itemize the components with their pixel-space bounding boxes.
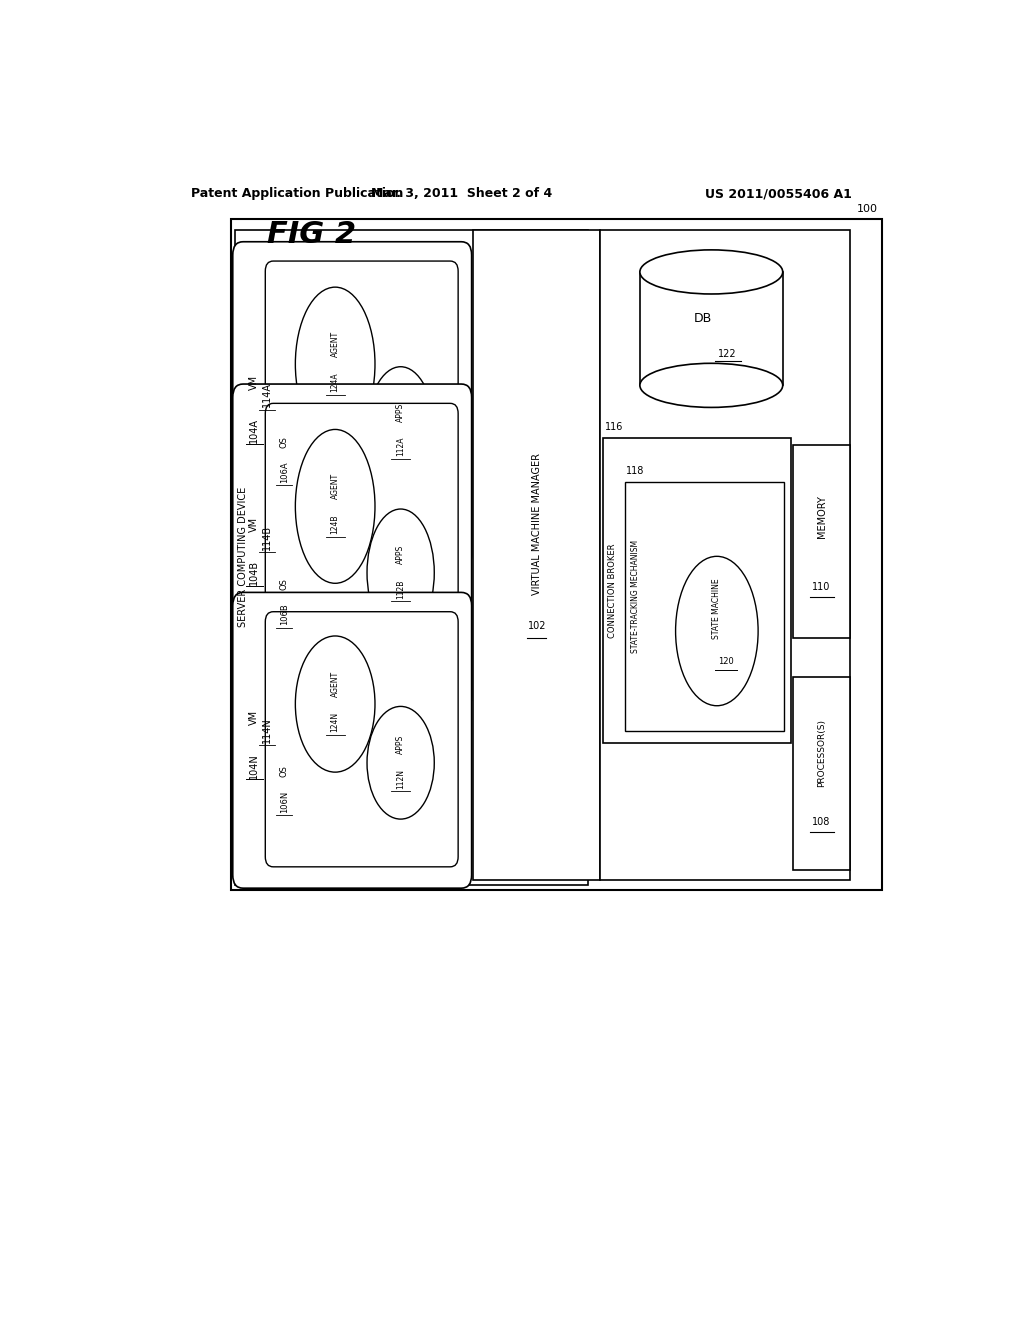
FancyBboxPatch shape: [625, 482, 783, 731]
FancyBboxPatch shape: [265, 611, 458, 867]
Text: CONNECTION BROKER: CONNECTION BROKER: [608, 543, 617, 638]
Text: SERVER COMPUTING DEVICE: SERVER COMPUTING DEVICE: [238, 487, 248, 627]
Ellipse shape: [640, 249, 782, 294]
Text: 110: 110: [812, 582, 830, 593]
Text: 106B: 106B: [280, 603, 289, 626]
Text: 124B: 124B: [331, 515, 340, 535]
Ellipse shape: [295, 288, 375, 441]
Text: 106A: 106A: [280, 462, 289, 483]
Text: 100: 100: [857, 205, 878, 214]
Text: DB: DB: [694, 312, 713, 325]
FancyBboxPatch shape: [265, 261, 458, 546]
Text: APPS: APPS: [396, 735, 406, 754]
Text: MEMORY: MEMORY: [816, 495, 826, 537]
FancyBboxPatch shape: [231, 219, 882, 890]
FancyBboxPatch shape: [473, 230, 600, 880]
Text: OS: OS: [280, 436, 289, 447]
Text: 102: 102: [527, 620, 546, 631]
Text: 104A: 104A: [249, 418, 259, 442]
Ellipse shape: [295, 636, 375, 772]
Text: Mar. 3, 2011  Sheet 2 of 4: Mar. 3, 2011 Sheet 2 of 4: [371, 187, 552, 201]
Text: 122: 122: [718, 348, 736, 359]
Text: 104N: 104N: [249, 752, 259, 779]
Text: VM: VM: [249, 710, 259, 726]
Text: 114N: 114N: [262, 717, 272, 743]
FancyBboxPatch shape: [232, 593, 472, 888]
Text: 112A: 112A: [396, 437, 406, 457]
FancyBboxPatch shape: [265, 404, 458, 689]
FancyBboxPatch shape: [232, 242, 472, 568]
Text: 120: 120: [719, 657, 734, 667]
Text: 114B: 114B: [262, 524, 272, 549]
Text: OS: OS: [280, 766, 289, 777]
Ellipse shape: [676, 556, 758, 706]
Text: 106N: 106N: [280, 791, 289, 813]
Ellipse shape: [367, 367, 434, 494]
Text: 124N: 124N: [331, 713, 340, 733]
Text: OS: OS: [280, 578, 289, 590]
Text: AGENT: AGENT: [331, 331, 340, 356]
Text: FIG 2: FIG 2: [267, 220, 356, 249]
Text: APPS: APPS: [396, 545, 406, 564]
Text: 124A: 124A: [331, 372, 340, 392]
Text: AGENT: AGENT: [331, 473, 340, 499]
Text: 108: 108: [812, 817, 830, 828]
Text: 118: 118: [627, 466, 645, 475]
FancyBboxPatch shape: [602, 438, 792, 743]
Text: 116: 116: [605, 422, 624, 432]
Text: 104B: 104B: [249, 560, 259, 585]
Text: VM: VM: [249, 375, 259, 391]
Text: US 2011/0055406 A1: US 2011/0055406 A1: [706, 187, 852, 201]
Text: 112N: 112N: [396, 770, 406, 789]
Ellipse shape: [367, 510, 434, 636]
FancyBboxPatch shape: [232, 384, 472, 710]
Text: PROCESSOR(S): PROCESSOR(S): [817, 719, 826, 787]
Text: STATE-TRACKING MECHANISM: STATE-TRACKING MECHANISM: [631, 540, 640, 652]
FancyBboxPatch shape: [600, 230, 850, 880]
Text: APPS: APPS: [396, 403, 406, 421]
Text: AGENT: AGENT: [331, 671, 340, 697]
Text: VM: VM: [249, 517, 259, 532]
Ellipse shape: [640, 363, 782, 408]
FancyBboxPatch shape: [793, 677, 850, 870]
FancyBboxPatch shape: [236, 230, 588, 886]
FancyBboxPatch shape: [793, 445, 850, 638]
Text: STATE MACHINE: STATE MACHINE: [713, 578, 721, 639]
Text: 114A: 114A: [262, 383, 272, 407]
Text: 112B: 112B: [396, 579, 406, 599]
Ellipse shape: [367, 706, 434, 820]
Text: VIRTUAL MACHINE MANAGER: VIRTUAL MACHINE MANAGER: [531, 453, 542, 595]
Ellipse shape: [295, 429, 375, 583]
Text: Patent Application Publication: Patent Application Publication: [191, 187, 403, 201]
